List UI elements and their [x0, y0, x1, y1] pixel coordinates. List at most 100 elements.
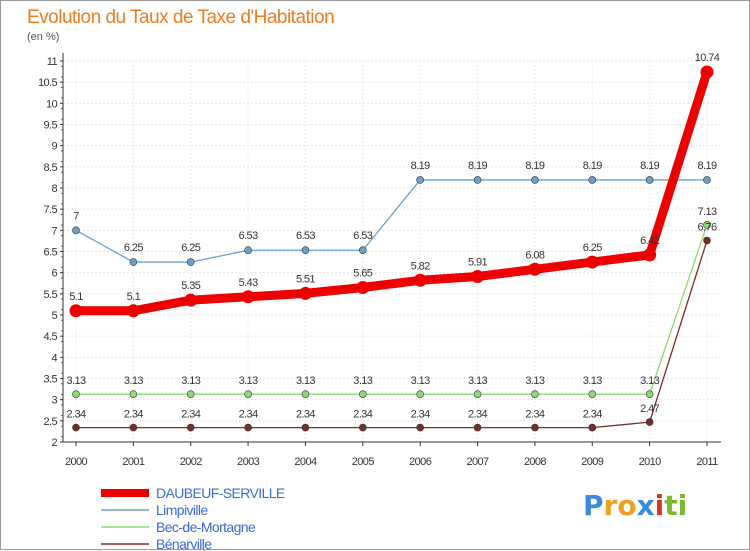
- data-point: [471, 269, 485, 283]
- data-point: [531, 423, 539, 432]
- data-label: 3.13: [411, 375, 430, 387]
- data-label: 3.13: [124, 375, 143, 387]
- data-point: [129, 423, 138, 432]
- y-tick-label: 2.5: [44, 416, 58, 428]
- logo-letter: o: [617, 489, 637, 522]
- data-label: 5.35: [181, 280, 200, 292]
- chart-subtitle: (en %): [27, 31, 60, 43]
- data-point: [473, 390, 482, 398]
- data-point: [703, 236, 711, 245]
- data-label: 3.13: [640, 375, 659, 387]
- data-label: 2.34: [124, 409, 143, 421]
- data-point: [301, 423, 310, 432]
- series-line-limpiville: [75, 179, 708, 263]
- x-tick-label: 2009: [581, 456, 604, 468]
- logo-letter: i: [654, 489, 665, 522]
- data-label: 5.65: [353, 267, 372, 279]
- data-point: [359, 390, 367, 398]
- data-point: [244, 246, 252, 255]
- data-label: 8.19: [640, 160, 659, 172]
- y-tick-label: 7.5: [44, 204, 58, 216]
- data-label: 5.91: [468, 256, 487, 268]
- data-label: 2.34: [525, 409, 544, 421]
- x-tick-label: 2006: [409, 456, 432, 468]
- data-label: 6.76: [697, 221, 716, 233]
- data-label: 6.53: [296, 230, 315, 242]
- x-tick-label: 2004: [294, 456, 317, 468]
- data-label: 3.13: [296, 375, 315, 387]
- logo-letter: x: [636, 489, 655, 522]
- x-tick-label: 2005: [352, 456, 375, 468]
- x-tick-label: 2002: [180, 456, 203, 468]
- data-point: [588, 390, 597, 398]
- y-tick-label: 10.5: [38, 77, 57, 89]
- proxiti-logo: Proxiti: [583, 489, 687, 522]
- data-point: [359, 246, 367, 255]
- data-label: 2.34: [296, 409, 315, 421]
- data-point: [186, 423, 195, 432]
- data-point: [301, 390, 310, 398]
- data-point: [416, 423, 424, 432]
- data-point: [359, 423, 367, 432]
- data-label: 5.1: [69, 291, 83, 303]
- data-point: [244, 390, 252, 398]
- data-point: [244, 423, 252, 432]
- logo-letter: r: [603, 489, 618, 522]
- data-label: 7.13: [697, 206, 716, 218]
- x-tick-label: 2007: [467, 456, 490, 468]
- data-point: [645, 418, 654, 426]
- data-point: [703, 176, 711, 184]
- data-point: [531, 176, 539, 184]
- data-label: 8.19: [697, 160, 716, 172]
- y-tick-label: 5: [51, 310, 57, 322]
- data-point: [129, 258, 138, 266]
- y-tick-label: 7: [51, 225, 57, 237]
- data-label: 3.13: [583, 375, 602, 387]
- data-label: 7: [73, 210, 79, 222]
- y-tick-label: 6: [51, 268, 57, 280]
- data-label: 2.34: [181, 409, 200, 421]
- y-tick-label: 8: [51, 183, 57, 195]
- y-tick-label: 8.5: [44, 162, 58, 174]
- y-tick-label: 10: [46, 98, 58, 110]
- x-tick-label: 2000: [65, 456, 88, 468]
- series-line-bec-de-mortagne: [75, 224, 708, 395]
- data-label: 8.19: [583, 160, 602, 172]
- data-label: 5.82: [411, 260, 430, 272]
- data-point: [72, 423, 80, 432]
- data-label: 5.1: [127, 291, 141, 303]
- data-label: 2.47: [640, 403, 659, 415]
- data-label: 3.13: [181, 375, 200, 387]
- legend-label: DAUBEUF-SERVILLE: [156, 485, 285, 501]
- x-tick-label: 2003: [237, 456, 260, 468]
- data-point: [588, 176, 597, 184]
- data-point: [298, 286, 312, 300]
- y-tick-label: 11: [47, 56, 58, 68]
- data-label: 6.42: [640, 235, 659, 247]
- data-point: [700, 65, 714, 79]
- x-tick-label: 2008: [524, 456, 547, 468]
- data-label: 3.13: [353, 375, 372, 387]
- data-label: 8.19: [411, 160, 430, 172]
- data-point: [186, 258, 195, 266]
- data-label: 6.53: [353, 230, 372, 242]
- legend-label: Bénarville: [156, 536, 212, 551]
- data-point: [241, 290, 255, 304]
- data-label: 6.53: [239, 230, 258, 242]
- data-point: [416, 176, 424, 184]
- x-tick-label: 2010: [639, 456, 662, 468]
- data-point: [356, 280, 370, 294]
- data-point: [643, 248, 657, 262]
- legend-label: Limpiville: [156, 502, 208, 518]
- data-label: 6.08: [525, 249, 544, 261]
- data-point: [186, 390, 195, 398]
- y-tick-label: 2: [51, 437, 57, 449]
- data-point: [184, 293, 198, 307]
- y-tick-label: 9: [51, 141, 57, 153]
- data-label: 5.51: [296, 273, 315, 285]
- data-label: 10.74: [695, 52, 720, 64]
- y-tick-label: 4.5: [44, 331, 58, 343]
- data-point: [126, 304, 140, 318]
- y-tick-label: 6.5: [44, 247, 58, 259]
